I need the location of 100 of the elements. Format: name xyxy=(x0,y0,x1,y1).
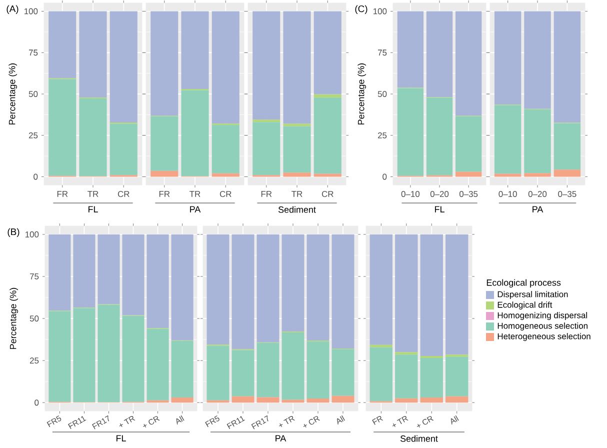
bar xyxy=(206,400,230,403)
bar xyxy=(110,11,138,122)
y-tick-label: 50 xyxy=(30,316,39,322)
bar xyxy=(554,170,581,177)
legend-title: Ecological process xyxy=(486,279,561,288)
bar xyxy=(48,311,71,402)
bar xyxy=(395,234,418,352)
bar xyxy=(283,124,311,126)
y-axis-title: Percentage (%) xyxy=(10,288,18,349)
y-tick-label: 50 xyxy=(378,91,387,97)
bar xyxy=(370,347,393,402)
bar xyxy=(232,350,254,396)
x-tick-label: TR xyxy=(292,191,302,197)
x-tick-label: TR xyxy=(88,191,98,197)
y-tick-label: 0 xyxy=(34,400,39,406)
bar xyxy=(212,173,240,177)
bar xyxy=(48,79,76,176)
x-tick-label: 0–10 xyxy=(498,191,517,198)
y-axis-title: Percentage (%) xyxy=(358,63,366,124)
bar xyxy=(252,11,280,120)
bar xyxy=(524,109,551,174)
bar xyxy=(212,124,240,174)
x-axis-title: FL xyxy=(88,206,98,212)
x-axis-title: FL xyxy=(116,435,126,442)
bar xyxy=(181,90,209,176)
bar xyxy=(171,340,194,398)
bar xyxy=(283,11,311,124)
bar xyxy=(98,234,120,304)
bar xyxy=(395,398,418,403)
bar xyxy=(122,316,144,402)
bar xyxy=(181,11,209,90)
bar xyxy=(146,328,169,400)
bar xyxy=(122,234,144,316)
bar xyxy=(48,234,71,311)
bar xyxy=(370,344,393,348)
bar xyxy=(79,98,107,176)
bar xyxy=(446,396,468,403)
x-tick-label: 0–20 xyxy=(430,191,449,198)
x-axis-title: Sediment xyxy=(400,435,438,442)
bar xyxy=(150,170,178,177)
bar xyxy=(332,349,354,396)
y-axis-title: Percentage (%) xyxy=(8,63,18,124)
bar xyxy=(420,234,443,356)
y-tick-label: 50 xyxy=(28,91,38,97)
bar xyxy=(150,11,178,116)
bar xyxy=(282,234,304,332)
y-tick-label: 25 xyxy=(28,132,38,138)
y-tick-label: 100 xyxy=(25,231,39,238)
bar xyxy=(79,11,107,98)
text: (A) xyxy=(6,5,18,14)
x-tick-label: TR xyxy=(190,191,200,197)
bar xyxy=(171,234,194,340)
bar xyxy=(206,346,230,400)
bar xyxy=(370,234,393,345)
bar xyxy=(283,172,311,177)
bar xyxy=(206,234,230,345)
bar xyxy=(494,105,522,174)
text: (C) xyxy=(355,5,368,14)
y-tick-label: 0 xyxy=(382,174,387,180)
bar xyxy=(232,396,254,403)
bar xyxy=(455,11,482,116)
y-tick-label: 100 xyxy=(24,8,38,14)
bar xyxy=(283,126,311,173)
bar xyxy=(252,122,280,176)
bar xyxy=(455,172,482,177)
bar xyxy=(306,234,330,341)
bar xyxy=(420,398,443,403)
bar xyxy=(332,396,354,403)
bar xyxy=(446,356,468,396)
x-tick-label: FR xyxy=(57,191,68,197)
bar xyxy=(314,174,342,177)
bar xyxy=(524,11,551,109)
bar xyxy=(455,116,482,172)
x-tick-label: 0–35 xyxy=(558,191,576,198)
bar xyxy=(146,400,169,403)
bar xyxy=(256,234,280,342)
bar xyxy=(494,174,522,177)
bar xyxy=(306,398,330,403)
bar xyxy=(397,88,424,176)
x-tick-label: 0–35 xyxy=(459,191,478,198)
x-tick-label: 0–10 xyxy=(401,191,420,198)
x-axis-title: PA xyxy=(276,435,286,442)
bar xyxy=(150,116,178,171)
x-tick-label: FR xyxy=(261,191,272,197)
y-tick-label: 100 xyxy=(373,8,387,14)
bar xyxy=(395,354,418,398)
bar xyxy=(314,94,342,98)
legend-label: Heterogeneous selection xyxy=(498,333,590,341)
y-tick-label: 25 xyxy=(378,132,387,138)
bar xyxy=(252,120,280,122)
legend-label: Ecological drift xyxy=(498,302,552,310)
bar xyxy=(98,304,120,402)
x-axis-title: PA xyxy=(532,206,544,212)
x-tick-label: FR xyxy=(159,191,170,197)
bar xyxy=(554,11,581,123)
bar xyxy=(110,124,138,176)
bar xyxy=(146,234,169,328)
x-tick-label: CR xyxy=(118,191,130,198)
bar xyxy=(282,400,304,403)
y-tick-label: 75 xyxy=(30,274,39,280)
